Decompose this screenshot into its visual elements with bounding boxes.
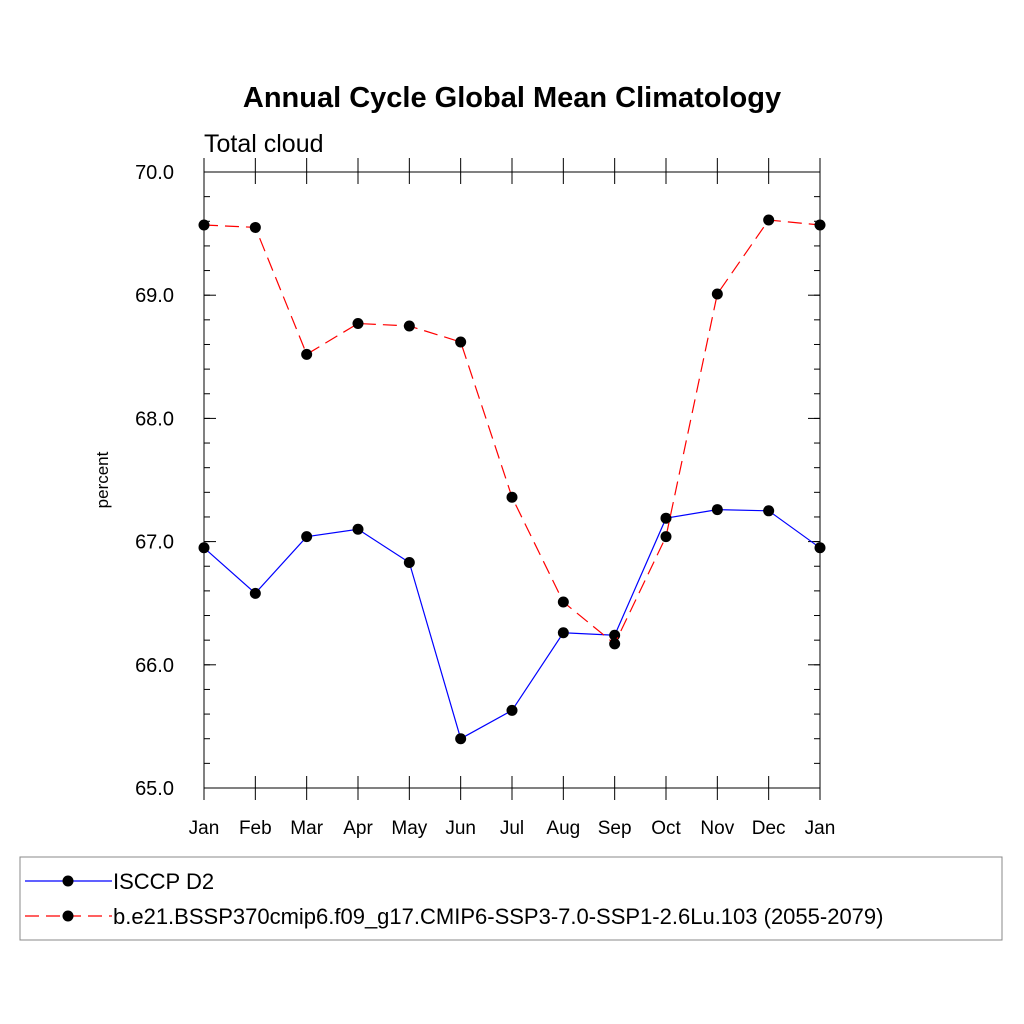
x-tick-label: Jan [189,818,220,839]
y-tick-label: 65.0 [135,778,174,800]
series-point [249,221,261,233]
x-tick-label: Apr [343,818,373,839]
legend-swatch-marker [62,875,74,887]
x-tick-labels: Jan Feb Mar Apr May Jun Jul Aug Sep Oct Nov Dec Jan [189,818,836,839]
series-point [301,531,313,543]
series-point [557,627,569,639]
series-point [455,733,467,745]
legend-entry-label: b.e21.BSSP370cmip6.f09_g17.CMIP6-SSP3-7.… [113,904,883,929]
series-point [352,318,364,330]
x-tick-label: Jul [500,818,524,839]
series-point [609,638,621,650]
series-point [660,512,672,524]
y-tick-label: 66.0 [135,655,174,677]
x-tick-label: Dec [752,818,786,839]
y-tick-labels: 65.0 66.0 67.0 68.0 69.0 70.0 [135,162,174,800]
y-tick-label: 68.0 [135,408,174,430]
x-tick-label: Jan [805,818,836,839]
y-tick-label: 67.0 [135,532,174,554]
legend-frame [19,856,1003,941]
x-tick-label: Nov [700,818,734,839]
series-point [711,504,723,516]
legend-items: ISCCP D2 b.e21.BSSP370cmip6.f09_g17.CMIP6… [25,869,883,929]
series-point [403,320,415,332]
series-point [455,336,467,348]
x-tick-label: Mar [290,818,323,839]
series-point [711,288,723,300]
series-point [763,505,775,517]
chart-subtitle: Total cloud [204,130,324,158]
y-tick-label: 69.0 [135,285,174,307]
x-tick-label: Jun [445,818,476,839]
x-tick-label: May [391,818,427,839]
series-point [506,704,518,716]
series-layer [198,214,826,745]
legend-entry-label: ISCCP D2 [113,869,214,894]
x-tick-label: Aug [546,818,580,839]
series-point [763,214,775,226]
series-point [249,587,261,599]
series-point [660,531,672,543]
legend: ISCCP D2 b.e21.BSSP370cmip6.f09_g17.CMIP6… [19,856,1003,941]
series-line [203,219,821,645]
series-point [352,523,364,535]
series-point [403,557,415,569]
x-tick-label: Feb [239,818,272,839]
plot-frame [203,171,821,789]
y-axis-label: percent [93,451,112,508]
minor-ticks [204,171,820,789]
x-tick-label: Sep [598,818,632,839]
series-line [203,508,821,740]
major-ticks [203,158,821,800]
chart-title: Annual Cycle Global Mean Climatology [243,82,781,114]
x-tick-label: Oct [651,818,681,839]
series-point [301,348,313,360]
y-tick-label: 70.0 [135,162,174,184]
series-point [506,491,518,503]
legend-swatch-marker [62,910,74,922]
series-point [557,596,569,608]
